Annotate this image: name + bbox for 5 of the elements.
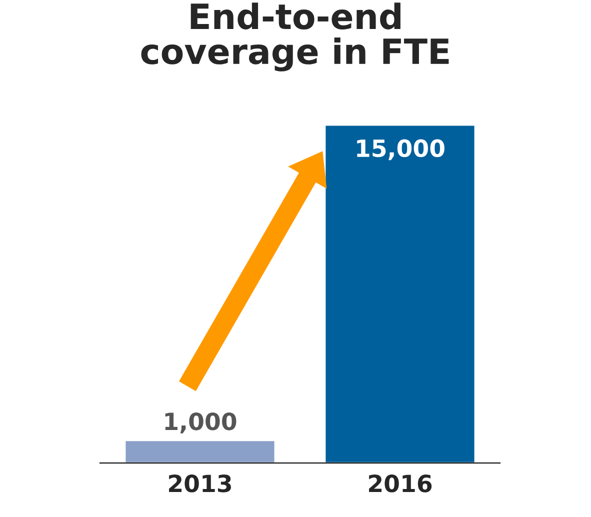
data-label: 15,000 — [357, 139, 444, 160]
chart-title: End-to-end coverage in FTE — [141, 2, 449, 72]
x-tick-label: 2016 — [369, 474, 432, 492]
x-tick-label: 2013 — [169, 474, 231, 492]
data-label: 1,000 — [165, 412, 236, 434]
